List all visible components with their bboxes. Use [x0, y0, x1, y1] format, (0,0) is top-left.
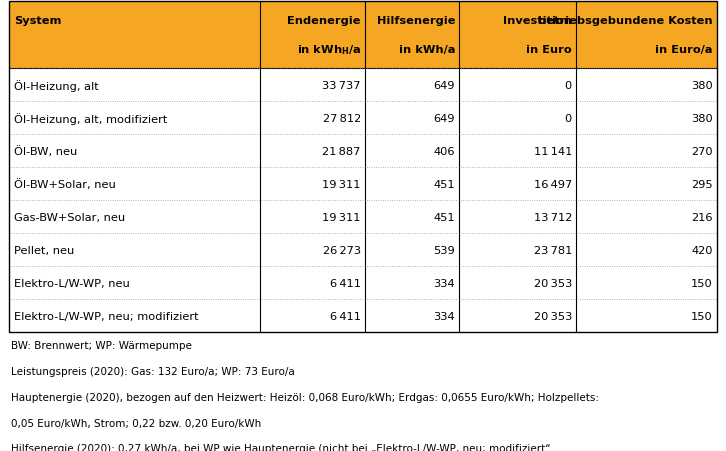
Text: 406: 406 — [433, 146, 455, 156]
Text: Elektro-L/W-WP, neu: Elektro-L/W-WP, neu — [14, 278, 129, 288]
Text: in kWh/a: in kWh/a — [399, 45, 455, 55]
Text: 6 411: 6 411 — [330, 278, 361, 288]
Text: Elektro-L/W-WP, neu; modifiziert: Elektro-L/W-WP, neu; modifiziert — [14, 311, 198, 321]
Bar — [9, 2, 717, 332]
Text: Gas-BW+Solar, neu: Gas-BW+Solar, neu — [14, 212, 125, 222]
Text: System: System — [14, 16, 61, 26]
Text: 16 497: 16 497 — [534, 179, 572, 189]
Text: 270: 270 — [691, 146, 713, 156]
Text: 334: 334 — [433, 311, 455, 321]
Text: Öl-Heizung, alt: Öl-Heizung, alt — [14, 79, 99, 92]
Text: 20 353: 20 353 — [534, 311, 572, 321]
Text: BW: Brennwert; WP: Wärmepumpe: BW: Brennwert; WP: Wärmepumpe — [11, 341, 192, 350]
Text: 21 887: 21 887 — [322, 146, 361, 156]
Text: 451: 451 — [433, 212, 455, 222]
Text: 150: 150 — [691, 278, 713, 288]
Text: 0: 0 — [565, 80, 572, 91]
Text: 20 353: 20 353 — [534, 278, 572, 288]
Text: in kWh$_\mathregular{H}$/a: in kWh$_\mathregular{H}$/a — [296, 43, 361, 57]
Text: 33 737: 33 737 — [322, 80, 361, 91]
Text: Leistungspreis (2020): Gas: 132 Euro/a; WP: 73 Euro/a: Leistungspreis (2020): Gas: 132 Euro/a; … — [11, 366, 295, 376]
Text: Hauptenergie (2020), bezogen auf den Heizwert: Heizöl: 0,068 Euro/kWh; Erdgas: 0: Hauptenergie (2020), bezogen auf den Hei… — [11, 392, 599, 402]
Text: 649: 649 — [433, 113, 455, 124]
Text: in Euro: in Euro — [526, 45, 572, 55]
Bar — [9, 2, 717, 332]
Text: 19 311: 19 311 — [322, 179, 361, 189]
Text: 216: 216 — [691, 212, 713, 222]
Text: in Euro/a: in Euro/a — [656, 45, 713, 55]
Text: Hilfsenergie: Hilfsenergie — [377, 16, 455, 26]
Text: 380: 380 — [691, 113, 713, 124]
Text: 334: 334 — [433, 278, 455, 288]
Text: 380: 380 — [691, 80, 713, 91]
Text: Öl-BW+Solar, neu: Öl-BW+Solar, neu — [14, 179, 115, 190]
Text: Pellet, neu: Pellet, neu — [14, 245, 74, 255]
Text: 13 712: 13 712 — [534, 212, 572, 222]
Text: 295: 295 — [691, 179, 713, 189]
Text: 150: 150 — [691, 311, 713, 321]
Text: 26 273: 26 273 — [322, 245, 361, 255]
Text: 23 781: 23 781 — [534, 245, 572, 255]
Text: Endenergie: Endenergie — [287, 16, 361, 26]
Text: 19 311: 19 311 — [322, 212, 361, 222]
Text: 6 411: 6 411 — [330, 311, 361, 321]
Text: Investition: Investition — [503, 16, 572, 26]
Text: 420: 420 — [691, 245, 713, 255]
Text: betriebsgebundene Kosten: betriebsgebundene Kosten — [538, 16, 713, 26]
Text: 27 812: 27 812 — [322, 113, 361, 124]
Text: Öl-Heizung, alt, modifiziert: Öl-Heizung, alt, modifiziert — [14, 112, 167, 124]
Text: Hilfsenergie (2020): 0,27 kWh/a, bei WP wie Hauptenergie (nicht bei „Elektro-L/W: Hilfsenergie (2020): 0,27 kWh/a, bei WP … — [11, 443, 550, 451]
Text: 649: 649 — [433, 80, 455, 91]
Text: 11 141: 11 141 — [534, 146, 572, 156]
Text: 0,05 Euro/kWh, Strom; 0,22 bzw. 0,20 Euro/kWh: 0,05 Euro/kWh, Strom; 0,22 bzw. 0,20 Eur… — [11, 418, 261, 428]
Text: 539: 539 — [433, 245, 455, 255]
Text: 0: 0 — [565, 113, 572, 124]
Text: Öl-BW, neu: Öl-BW, neu — [14, 146, 77, 157]
Text: 451: 451 — [433, 179, 455, 189]
Bar — [9, 2, 717, 69]
